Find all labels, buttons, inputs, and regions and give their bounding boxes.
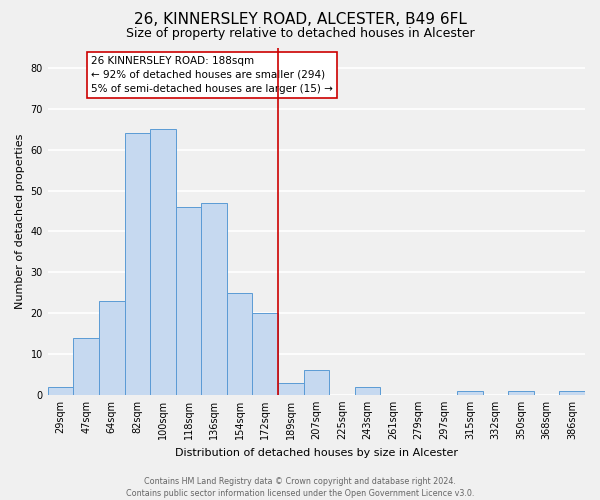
Bar xyxy=(253,313,278,395)
Bar xyxy=(176,207,201,395)
Bar xyxy=(48,386,73,395)
Bar xyxy=(99,301,125,395)
Bar xyxy=(457,390,482,395)
Bar xyxy=(508,390,534,395)
Bar xyxy=(125,134,150,395)
Bar xyxy=(559,390,585,395)
Bar xyxy=(278,382,304,395)
Bar xyxy=(150,129,176,395)
Bar xyxy=(227,292,253,395)
Y-axis label: Number of detached properties: Number of detached properties xyxy=(15,134,25,309)
Text: 26, KINNERSLEY ROAD, ALCESTER, B49 6FL: 26, KINNERSLEY ROAD, ALCESTER, B49 6FL xyxy=(134,12,466,28)
Bar xyxy=(355,386,380,395)
Text: Size of property relative to detached houses in Alcester: Size of property relative to detached ho… xyxy=(125,28,475,40)
Text: 26 KINNERSLEY ROAD: 188sqm
← 92% of detached houses are smaller (294)
5% of semi: 26 KINNERSLEY ROAD: 188sqm ← 92% of deta… xyxy=(91,56,333,94)
Bar xyxy=(201,203,227,395)
Bar xyxy=(304,370,329,395)
Text: Contains HM Land Registry data © Crown copyright and database right 2024.
Contai: Contains HM Land Registry data © Crown c… xyxy=(126,476,474,498)
X-axis label: Distribution of detached houses by size in Alcester: Distribution of detached houses by size … xyxy=(175,448,458,458)
Bar xyxy=(73,338,99,395)
